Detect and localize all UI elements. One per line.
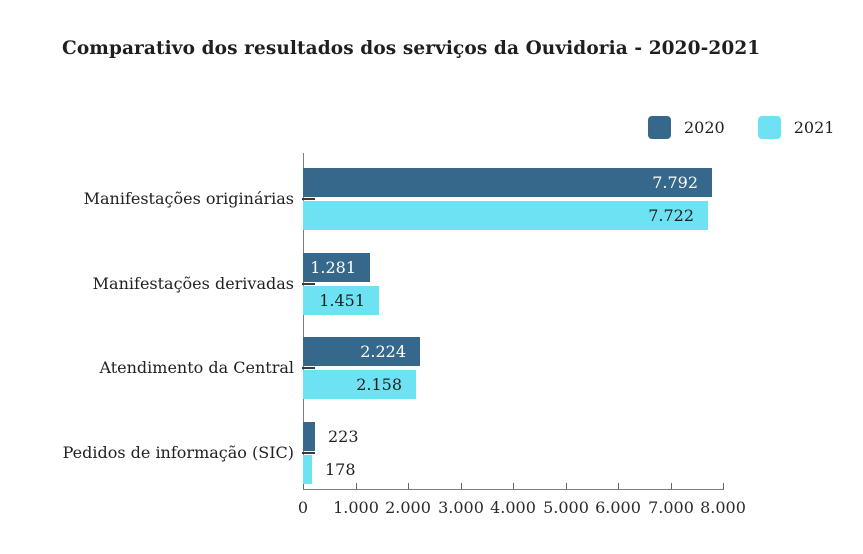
bar-2021-category-4 — [303, 455, 312, 484]
value-label: 2.158 — [356, 375, 402, 394]
value-label: 223 — [328, 427, 359, 446]
legend-item-2020: 2020 — [648, 116, 725, 139]
x-axis-tick — [513, 483, 514, 489]
x-tick-label: 4.000 — [490, 498, 536, 517]
bar-2020-category-4 — [303, 422, 315, 451]
x-tick-label: 5.000 — [543, 498, 589, 517]
x-tick-label: 7.000 — [648, 498, 694, 517]
x-tick-label: 2.000 — [385, 498, 431, 517]
legend-swatch-2020 — [648, 116, 671, 139]
category-label: Atendimento da Central — [99, 358, 294, 377]
category-label: Pedidos de informação (SIC) — [62, 443, 294, 462]
x-axis-tick — [566, 483, 567, 489]
x-axis-tick — [618, 483, 619, 489]
category-label: Manifestações originárias — [83, 189, 294, 208]
category-tick — [302, 198, 315, 200]
category-tick — [302, 367, 315, 369]
x-axis-tick — [356, 483, 357, 489]
x-axis-tick — [408, 483, 409, 489]
value-label: 7.722 — [648, 206, 694, 225]
x-axis-tick — [671, 483, 672, 489]
legend-label-2021: 2021 — [793, 118, 835, 137]
legend: 2020 2021 — [648, 115, 834, 140]
x-axis-tick — [461, 483, 462, 489]
legend-label-2020: 2020 — [684, 118, 725, 137]
legend-item-2021: 2021 — [757, 116, 835, 139]
x-axis-tick — [723, 483, 724, 489]
x-tick-label: 6.000 — [595, 498, 641, 517]
x-axis-tick — [303, 483, 304, 489]
bar-2020-category-2 — [303, 253, 370, 282]
category-tick — [302, 452, 315, 454]
category-label: Manifestações derivadas — [92, 274, 294, 293]
legend-swatch-2021 — [757, 116, 781, 139]
bar-2020-category-3 — [303, 337, 420, 366]
x-tick-label: 8.000 — [700, 498, 746, 517]
value-label: 178 — [325, 460, 356, 479]
bar-2021-category-2 — [303, 286, 379, 315]
category-tick — [302, 283, 315, 285]
x-tick-label: 1.000 — [333, 498, 379, 517]
value-label: 1.281 — [310, 258, 356, 277]
value-label: 2.224 — [360, 342, 406, 361]
bar-2021-category-1 — [303, 201, 708, 230]
x-tick-label: 3.000 — [438, 498, 484, 517]
y-axis-line — [303, 153, 304, 490]
value-label: 7.792 — [652, 173, 698, 192]
bar-2020-category-1 — [303, 168, 712, 197]
x-tick-label: 0 — [297, 498, 309, 517]
x-axis-line — [303, 489, 724, 490]
chart-title: Comparativo dos resultados dos serviços … — [62, 38, 761, 59]
value-label: 1.451 — [319, 291, 365, 310]
bar-2021-category-3 — [303, 370, 416, 399]
